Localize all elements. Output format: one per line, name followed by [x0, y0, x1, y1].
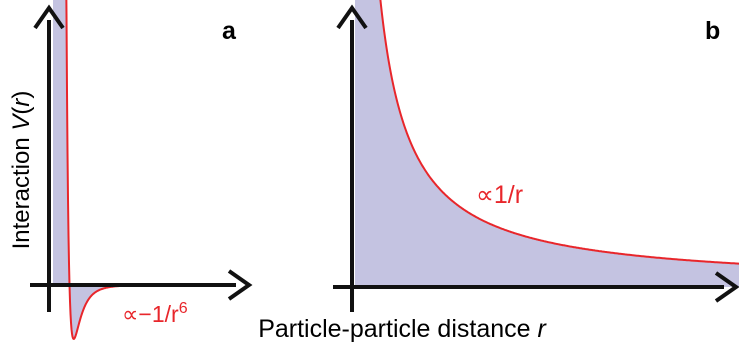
y-axis-label: Interaction V(r)	[8, 91, 35, 250]
panel-a-shaded-area	[53, 0, 233, 339]
panel-b: b ∝1/r	[333, 0, 739, 312]
panel-b-annotation: ∝1/r	[476, 181, 523, 209]
panel-a-y-axis-arrowhead	[33, 4, 65, 30]
panel-b-y-axis-arrowhead	[336, 4, 368, 30]
panel-b-letter: b	[705, 17, 720, 45]
panel-b-shaded-area	[355, 0, 739, 287]
panel-b-x-axis-arrowhead	[714, 271, 739, 303]
x-axis-label: Particle-particle distance r	[258, 315, 547, 343]
panel-a-letter: a	[222, 17, 237, 45]
panel-a-x-axis-arrowhead	[227, 269, 253, 301]
panel-b-potential-curve	[379, 0, 739, 265]
panel-a-annotation: ∝−1/r6	[122, 300, 188, 327]
panel-a: a ∝−1/r6	[30, 0, 253, 340]
